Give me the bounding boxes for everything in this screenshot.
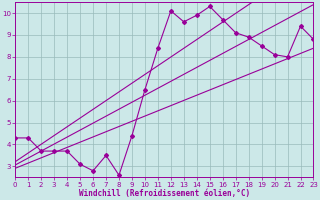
X-axis label: Windchill (Refroidissement éolien,°C): Windchill (Refroidissement éolien,°C)	[79, 189, 250, 198]
